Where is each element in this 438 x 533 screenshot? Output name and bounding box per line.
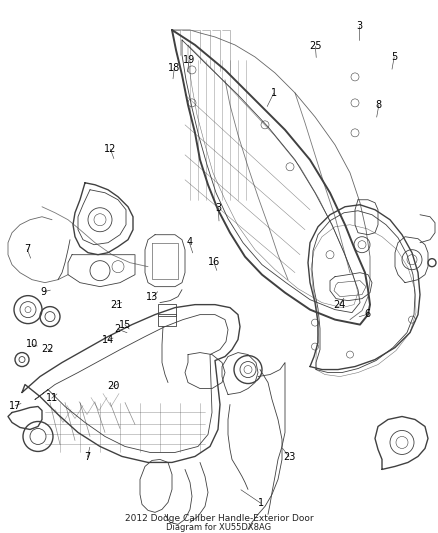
Text: Diagram for XU55DX8AG: Diagram for XU55DX8AG [166, 523, 272, 532]
Text: 2012 Dodge Caliber Handle-Exterior Door: 2012 Dodge Caliber Handle-Exterior Door [125, 514, 313, 523]
Text: 20: 20 [107, 382, 119, 391]
Text: 15: 15 [119, 320, 131, 330]
Text: 7: 7 [24, 244, 30, 254]
Text: 24: 24 [333, 300, 346, 310]
Bar [158, 313, 176, 326]
Text: 13: 13 [146, 292, 159, 302]
Text: 18: 18 [168, 63, 180, 73]
Text: 1: 1 [271, 88, 277, 98]
Text: 19: 19 [183, 55, 195, 65]
Text: 4: 4 [186, 237, 192, 247]
Text: 16: 16 [208, 257, 220, 267]
Text: 6: 6 [365, 309, 371, 319]
Text: 17: 17 [9, 401, 21, 410]
Text: 10: 10 [26, 340, 38, 350]
Text: 22: 22 [41, 344, 53, 354]
Text: 8: 8 [376, 100, 382, 110]
Text: 5: 5 [391, 52, 397, 62]
Text: 25: 25 [309, 42, 321, 51]
Text: 3: 3 [215, 203, 221, 213]
Text: 2: 2 [114, 324, 120, 334]
Bar [158, 304, 176, 316]
Text: 1: 1 [258, 498, 264, 508]
Text: 11: 11 [46, 393, 58, 403]
Text: 3: 3 [356, 21, 362, 30]
Text: 21: 21 [110, 300, 122, 310]
Text: 12: 12 [104, 144, 117, 154]
Text: 7: 7 [85, 452, 91, 462]
Text: 23: 23 [283, 452, 295, 462]
Text: 14: 14 [102, 335, 114, 345]
Text: 9: 9 [41, 287, 47, 297]
